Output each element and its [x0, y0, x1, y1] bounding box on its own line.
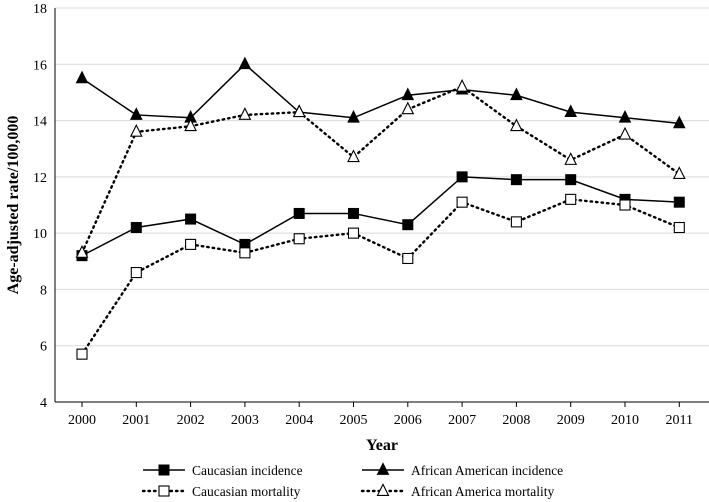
data-point [130, 266, 142, 279]
series-line [80, 85, 681, 255]
x-tick-label: 2001 [122, 413, 150, 428]
data-point [129, 107, 143, 120]
y-tick-labels: 4 6 8 10 12 14 16 18 [33, 2, 47, 411]
data-point [185, 213, 197, 225]
gridlines [55, 7, 709, 347]
y-tick-label: 8 [40, 283, 47, 298]
data-point [618, 110, 632, 123]
x-tick-label: 2005 [340, 413, 368, 428]
legend-marker [376, 483, 390, 496]
legend-item: African American incidence [362, 462, 563, 478]
data-point [401, 87, 415, 101]
x-tick-label: 2007 [448, 413, 476, 428]
series-african-america-mortality [75, 78, 686, 258]
data-point [672, 166, 686, 179]
data-point [618, 126, 632, 140]
data-point [293, 207, 305, 219]
data-point [510, 174, 522, 186]
data-point [75, 70, 89, 84]
data-point [402, 252, 414, 265]
data-point [130, 222, 142, 234]
data-point [564, 152, 578, 165]
data-point [75, 245, 89, 258]
series-line [80, 198, 681, 356]
legend-item: Caucasian mortality [141, 484, 301, 499]
data-point [347, 149, 360, 163]
data-point [129, 123, 143, 137]
y-tick-label: 16 [33, 58, 47, 73]
y-tick-label: 4 [40, 396, 47, 411]
data-point [456, 171, 468, 183]
data-point [510, 118, 523, 132]
data-point [564, 104, 578, 118]
data-point [565, 174, 577, 186]
data-point [347, 110, 360, 123]
data-point [401, 101, 415, 115]
data-point [293, 233, 305, 245]
legend-label: Caucasian incidence [192, 463, 303, 478]
series-caucasian-mortality [76, 193, 685, 360]
x-tick-label: 2003 [231, 413, 259, 428]
data-point [239, 247, 251, 259]
data-point [672, 115, 686, 129]
series-line [81, 63, 680, 125]
series-line [81, 176, 680, 257]
legend-marker [158, 464, 170, 476]
legend-marker [158, 485, 170, 497]
data-point [402, 219, 414, 231]
data-point [510, 216, 522, 228]
axes [54, 8, 709, 407]
x-axis-title: Year [366, 437, 398, 454]
data-point [185, 238, 197, 250]
series-caucasian-incidence [76, 171, 685, 262]
x-tick-label: 2011 [666, 413, 693, 428]
x-tick-labels: 2000 2001 2002 2003 2004 2005 2006 2007 2008 2009… [68, 413, 693, 428]
y-tick-label: 14 [33, 115, 47, 130]
legend-label: Caucasian mortality [192, 484, 301, 499]
data-point [510, 87, 523, 101]
legend-item: African America mortality [360, 483, 554, 499]
data-point [184, 118, 197, 132]
data-point [292, 104, 306, 118]
data-point [673, 221, 685, 234]
data-point [619, 199, 631, 211]
legend-label: African America mortality [411, 484, 554, 499]
legend-item: Caucasian incidence [143, 463, 303, 478]
series-african-american-incidence [75, 56, 686, 129]
data-point [348, 207, 359, 219]
x-tick-label: 2002 [177, 413, 205, 428]
x-tick-label: 2004 [285, 413, 313, 428]
y-axis-title: Age-adjusted rate/100,000 [5, 116, 22, 295]
data-point [456, 196, 468, 208]
y-tick-label: 18 [33, 2, 47, 17]
data-point [565, 193, 577, 205]
x-tick-label: 2006 [394, 413, 422, 428]
series-group [75, 56, 686, 360]
x-tick-label: 2009 [557, 413, 585, 428]
legend-label: African American incidence [411, 463, 563, 478]
y-tick-label: 6 [40, 340, 47, 355]
data-point [238, 107, 252, 120]
y-tick-label: 10 [33, 227, 47, 242]
data-point [673, 196, 685, 208]
data-point [347, 227, 360, 239]
data-point [76, 348, 88, 360]
x-tick-label: 2010 [611, 413, 639, 428]
x-tick-label: 2000 [68, 413, 96, 428]
data-point [455, 78, 469, 92]
x-tick-label: 2008 [502, 413, 530, 428]
legend-marker [376, 462, 390, 475]
data-point [238, 56, 252, 70]
legend: Caucasian incidence African American inci… [141, 462, 563, 499]
y-tick-label: 12 [33, 171, 47, 186]
